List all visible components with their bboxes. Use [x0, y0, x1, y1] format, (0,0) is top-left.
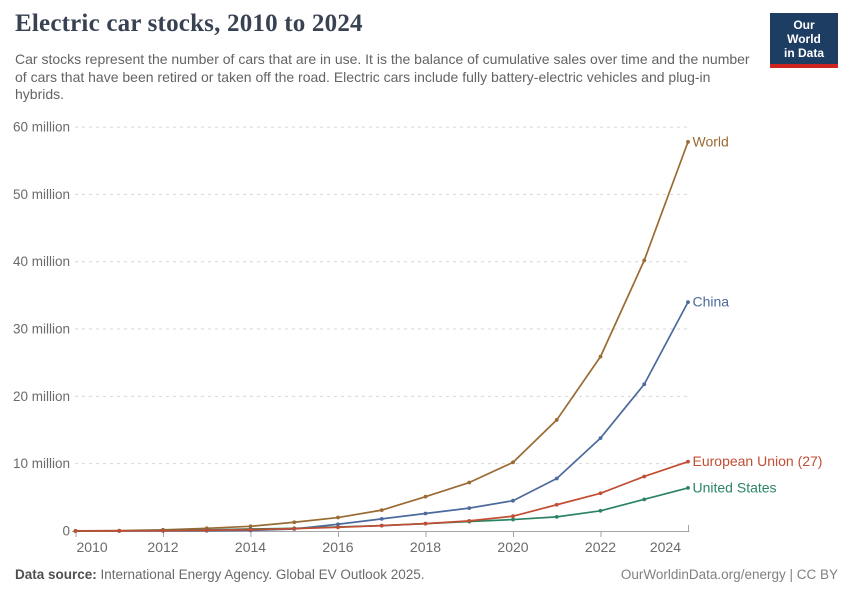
x-axis-label: 2014 — [235, 539, 266, 555]
x-axis-label: 2022 — [585, 539, 616, 555]
y-axis-label: 60 million — [13, 120, 70, 135]
x-axis-label: 2020 — [497, 539, 528, 555]
chart-footer: Data source: International Energy Agency… — [15, 567, 838, 582]
data-point-united-states — [686, 486, 690, 490]
data-point-world — [336, 515, 340, 520]
data-point-world — [511, 460, 515, 465]
data-point-european-union-27 — [686, 459, 690, 464]
data-point-china — [511, 498, 515, 503]
x-axis-label: 2010 — [77, 539, 108, 555]
series-end-label-european-union-27: European Union (27) — [693, 453, 823, 469]
data-point-united-states — [554, 514, 559, 519]
data-point-china — [686, 300, 690, 305]
data-point-united-states — [598, 508, 603, 513]
x-axis-label: 2024 — [650, 539, 681, 555]
data-point-china — [336, 522, 340, 527]
x-axis-label: 2012 — [147, 539, 178, 555]
data-point-european-union-27 — [467, 519, 472, 523]
data-point-world — [686, 139, 690, 144]
data-point-european-union-27 — [204, 528, 209, 533]
data-point-european-union-27 — [161, 528, 165, 533]
data-point-world — [423, 494, 428, 499]
y-axis-label: 50 million — [13, 187, 70, 202]
page-title: Electric car stocks, 2010 to 2024 — [15, 10, 363, 37]
data-point-united-states — [642, 497, 647, 502]
data-point-china — [467, 506, 472, 511]
y-axis-label: 30 million — [13, 322, 70, 337]
y-axis-label: 0 — [62, 524, 70, 539]
data-point-china — [554, 476, 559, 481]
owid-logo-line1: Our World — [787, 18, 821, 46]
data-point-united-states — [511, 517, 515, 522]
y-axis-label: 40 million — [13, 254, 70, 269]
data-point-china — [598, 436, 603, 440]
data-source-text: International Energy Agency. Global EV O… — [96, 567, 425, 582]
x-axis-label: 2018 — [410, 539, 441, 555]
y-axis-label: 10 million — [13, 456, 70, 471]
data-point-european-union-27 — [642, 474, 647, 479]
data-point-european-union-27 — [511, 514, 515, 519]
y-axis-label: 20 million — [13, 389, 70, 404]
data-point-china — [423, 511, 428, 516]
license-credit: OurWorldinData.org/energy | CC BY — [620, 567, 838, 582]
chart-subtitle: Car stocks represent the number of cars … — [15, 51, 750, 102]
data-point-world — [598, 354, 603, 359]
x-axis-label: 2016 — [322, 539, 353, 555]
data-point-european-union-27 — [554, 502, 559, 507]
data-point-european-union-27 — [423, 521, 428, 526]
owid-logo: Our World in Data — [770, 13, 838, 68]
series-end-label-china: China — [693, 294, 730, 310]
data-point-world — [379, 508, 384, 513]
data-point-european-union-27 — [117, 528, 122, 533]
owid-logo-line2: in Data — [783, 46, 824, 60]
data-point-european-union-27 — [73, 529, 78, 533]
data-point-world — [554, 418, 559, 422]
data-point-china — [379, 516, 384, 521]
data-point-european-union-27 — [292, 526, 297, 531]
data-point-european-union-27 — [379, 523, 384, 528]
series-end-label-united-states: United States — [693, 479, 777, 495]
series-end-label-world: World — [693, 133, 729, 149]
data-source-label: Data source: — [15, 567, 97, 582]
data-point-world — [642, 258, 647, 263]
data-point-world — [467, 480, 472, 485]
data-point-china — [642, 382, 647, 387]
data-point-world — [292, 520, 297, 525]
series-line-world — [74, 141, 689, 532]
data-point-european-union-27 — [336, 525, 340, 530]
data-point-world — [248, 524, 253, 529]
data-point-european-union-27 — [248, 527, 253, 532]
data-source: Data source: International Energy Agency… — [15, 567, 425, 582]
series-line-china — [74, 301, 689, 532]
data-point-european-union-27 — [598, 491, 603, 496]
